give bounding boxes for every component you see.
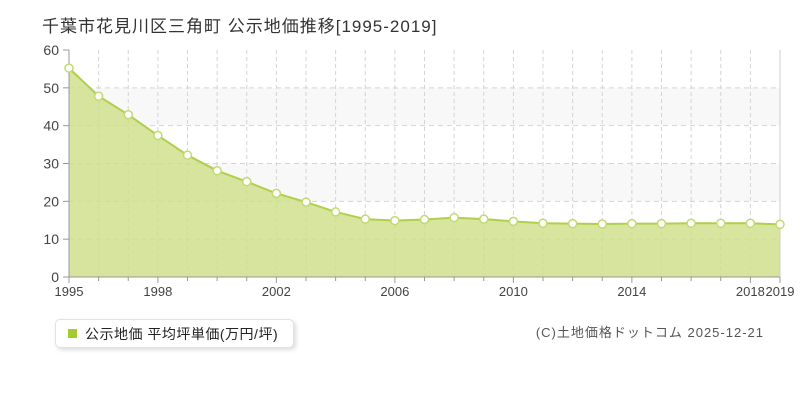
data-point[interactable] (301, 197, 311, 207)
data-point[interactable] (64, 63, 74, 73)
data-point[interactable] (93, 91, 104, 101)
legend-series-marker-icon (68, 329, 77, 338)
y-tick-label: 60 (43, 42, 59, 58)
data-point[interactable] (390, 215, 400, 226)
y-tick-label: 0 (51, 269, 59, 285)
x-tick-label: 2018 (736, 284, 765, 299)
chart-canvas: 0 10 20 30 40 50 60 1995 1998 2002 2006 2010 2014 201… (43, 42, 795, 299)
plot-band (69, 50, 780, 88)
data-point[interactable] (479, 214, 489, 224)
data-point[interactable] (775, 219, 785, 230)
legend-series-label: 公示地価 平均坪単価(万円/坪) (85, 325, 279, 342)
y-tick-label: 30 (43, 156, 59, 172)
data-point[interactable] (716, 218, 726, 229)
data-point[interactable] (242, 176, 252, 187)
data-point[interactable] (538, 218, 548, 229)
data-point[interactable] (597, 219, 607, 229)
data-point[interactable] (745, 218, 756, 229)
data-point[interactable] (627, 218, 637, 229)
data-point[interactable] (508, 216, 519, 227)
y-tick-label: 20 (43, 193, 59, 209)
legend: 公示地価 平均坪単価(万円/坪) (55, 319, 295, 348)
data-point[interactable] (567, 218, 578, 229)
data-point[interactable] (271, 188, 282, 199)
x-tick-label: 2002 (262, 284, 291, 299)
y-tick-label: 40 (43, 118, 59, 134)
copyright-text: (C)土地価格ドットコム 2025-12-21 (535, 325, 764, 340)
x-tick-label: 2019 (766, 284, 795, 299)
y-tick-label: 10 (43, 231, 59, 247)
x-tick-label: 1995 (55, 284, 84, 299)
data-point[interactable] (360, 214, 370, 224)
x-tick-label: 2006 (380, 284, 409, 299)
price-trend-chart: 0 10 20 30 40 50 60 1995 1998 2002 2006 2010 2014 201… (43, 42, 795, 299)
data-point[interactable] (212, 165, 222, 176)
data-point[interactable] (153, 130, 163, 141)
data-point[interactable] (182, 150, 193, 160)
data-point[interactable] (449, 212, 459, 223)
data-point[interactable] (656, 218, 667, 229)
data-point[interactable] (330, 207, 341, 217)
y-tick-label: 50 (43, 80, 59, 96)
data-point[interactable] (123, 109, 133, 120)
chart-title: 千葉市花見川区三角町 公示地価推移[1995-2019] (42, 17, 438, 36)
data-point[interactable] (686, 218, 696, 229)
x-tick-label: 1998 (143, 284, 172, 299)
data-point[interactable] (419, 214, 430, 225)
x-tick-label: 2014 (617, 284, 646, 299)
x-tick-label: 2010 (499, 284, 528, 299)
